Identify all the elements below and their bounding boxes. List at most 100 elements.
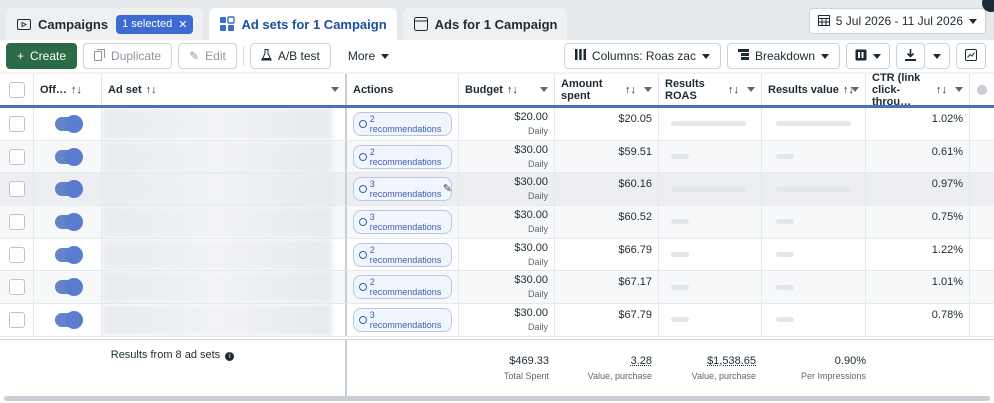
toolbar-divider <box>242 46 244 66</box>
ctr-value: 1.22% <box>931 243 963 256</box>
breakdown-label: Breakdown <box>754 49 815 63</box>
budget-cell[interactable]: $20.00 Daily <box>459 108 555 140</box>
row-checkbox[interactable] <box>8 115 25 132</box>
results-value-cell <box>762 304 866 336</box>
delivery-toggle[interactable] <box>54 245 83 264</box>
redacted-roas <box>671 317 689 323</box>
sort-icon[interactable]: ↑↓ <box>145 83 157 96</box>
recommendation-icon <box>359 152 367 161</box>
budget-value: $30.00 <box>514 306 548 319</box>
chevron-down-icon[interactable] <box>851 87 859 92</box>
edit-button[interactable]: ✎ Edit <box>178 43 237 69</box>
recommendations-badge[interactable]: 3 recommendations <box>353 308 452 333</box>
table-row[interactable]: 3 recommendations ✎ $30.00 Daily $60.16 … <box>0 173 994 207</box>
sort-icon[interactable]: ↑↓ <box>625 83 636 96</box>
breakdown-button[interactable]: Breakdown <box>726 43 840 69</box>
selected-chip[interactable]: 1 selected ✕ <box>116 14 194 34</box>
row-checkbox[interactable] <box>8 181 25 198</box>
select-all-checkbox[interactable] <box>8 81 25 98</box>
sort-icon[interactable]: ↑↓ <box>842 83 854 96</box>
adset-name-cell[interactable] <box>102 271 347 304</box>
column-header-amount-spent[interactable]: Amount spent ↑↓ <box>555 74 659 105</box>
columns-button[interactable]: Columns: Roas zac <box>563 43 721 69</box>
table-row[interactable]: 2 recommendations $30.00 Daily $67.17 1.… <box>0 271 994 305</box>
sort-icon[interactable]: ↑↓ <box>728 83 739 96</box>
column-header-results-roas[interactable]: Results ROAS ↑↓ <box>659 74 762 105</box>
table-row[interactable]: 2 recommendations $30.00 Daily $66.79 1.… <box>0 238 994 272</box>
delivery-toggle[interactable] <box>54 147 83 166</box>
chevron-down-icon[interactable] <box>540 87 548 92</box>
tab-adsets[interactable]: Ad sets for 1 Campaign <box>209 8 397 40</box>
budget-value-group: $30.00 Daily <box>465 241 548 269</box>
horizontal-scrollbar[interactable] <box>4 396 990 401</box>
budget-cell[interactable]: $30.00 Daily <box>459 140 555 173</box>
duplicate-button[interactable]: Duplicate <box>83 43 173 69</box>
delivery-toggle[interactable] <box>54 114 83 133</box>
column-header-budget[interactable]: Budget ↑↓ <box>459 74 555 105</box>
clear-selection-icon[interactable]: ✕ <box>178 18 188 31</box>
budget-cell[interactable]: $30.00 Daily <box>459 304 555 336</box>
charts-button[interactable] <box>956 43 986 69</box>
tab-campaigns[interactable]: Campaigns 1 selected ✕ <box>6 8 204 40</box>
column-header-results-value[interactable]: Results value ↑↓ <box>762 74 866 105</box>
tab-ads[interactable]: Ads for 1 Campaign <box>402 8 568 40</box>
adset-name-cell[interactable] <box>102 108 347 140</box>
delivery-toggle[interactable] <box>54 212 83 231</box>
create-button[interactable]: + Create <box>6 43 78 69</box>
date-range-picker[interactable]: 5 Jul 2026 - 11 Jul 2026 <box>808 8 986 34</box>
column-label-results-value: Results value <box>768 83 839 96</box>
recommendations-badge[interactable]: 2 recommendations <box>353 242 452 267</box>
reports-button[interactable] <box>846 43 890 69</box>
redacted-adset-name <box>102 238 332 271</box>
ctr-cell: 0.97% <box>866 173 970 206</box>
recommendations-badge[interactable]: 2 recommendations <box>353 144 452 169</box>
budget-cell[interactable]: $30.00 Daily <box>459 173 555 206</box>
column-header-actions[interactable]: Actions <box>347 74 459 105</box>
add-column-icon[interactable] <box>977 84 987 95</box>
more-button[interactable]: More <box>336 43 401 69</box>
pencil-icon[interactable]: ✎ <box>442 183 452 196</box>
row-checkbox[interactable] <box>8 213 25 230</box>
recommendations-badge[interactable]: 3 recommendations <box>353 210 452 235</box>
adset-name-cell[interactable] <box>102 173 347 206</box>
column-header-adset[interactable]: Ad set ↑↓ <box>102 74 347 105</box>
adset-name-cell[interactable] <box>102 238 347 271</box>
row-checkbox[interactable] <box>8 279 25 296</box>
report-icon <box>855 49 867 64</box>
budget-cell[interactable]: $30.00 Daily <box>459 238 555 271</box>
chevron-down-icon[interactable] <box>644 87 652 92</box>
help-badge-icon[interactable] <box>982 0 994 12</box>
adset-name-cell[interactable] <box>102 304 347 336</box>
chevron-down-icon[interactable] <box>331 87 339 92</box>
redacted-roas <box>671 121 746 127</box>
table-row[interactable]: 3 recommendations $30.00 Daily $60.52 0.… <box>0 206 994 239</box>
sort-icon[interactable]: ↑↓ <box>506 83 518 96</box>
export-dropdown-button[interactable] <box>925 43 950 69</box>
column-header-ctr[interactable]: CTR (link click-throu… ↑↓ <box>866 72 970 108</box>
sort-icon[interactable]: ↑↓ <box>70 83 82 96</box>
export-button[interactable] <box>896 43 925 69</box>
chevron-down-icon[interactable] <box>955 87 963 92</box>
row-checkbox[interactable] <box>8 311 25 328</box>
column-label-amount-spent: Amount spent <box>561 77 603 102</box>
budget-cell[interactable]: $30.00 Daily <box>459 206 555 238</box>
chevron-down-icon[interactable] <box>747 87 755 92</box>
delivery-toggle[interactable] <box>54 310 83 329</box>
table-row[interactable]: 2 recommendations $30.00 Daily $59.51 0.… <box>0 140 994 174</box>
row-checkbox[interactable] <box>8 148 25 165</box>
table-row[interactable]: 2 recommendations $20.00 Daily $20.05 1.… <box>0 108 994 141</box>
table-row[interactable]: 3 recommendations $30.00 Daily $67.79 0.… <box>0 304 994 337</box>
sort-icon[interactable]: ↑↓ <box>936 83 947 96</box>
adset-name-cell[interactable] <box>102 206 347 238</box>
recommendations-badge[interactable]: 2 recommendations <box>353 112 452 136</box>
budget-cell[interactable]: $30.00 Daily <box>459 271 555 304</box>
row-checkbox[interactable] <box>8 246 25 263</box>
delivery-toggle[interactable] <box>54 180 83 199</box>
ab-test-button[interactable]: A/B test <box>249 43 331 69</box>
delivery-toggle[interactable] <box>54 278 83 297</box>
recommendations-badge[interactable]: 2 recommendations <box>353 275 452 300</box>
recommendations-badge[interactable]: 3 recommendations <box>353 177 452 202</box>
column-header-off[interactable]: Off… ↑↓ <box>34 74 102 105</box>
info-icon[interactable]: i <box>225 352 235 361</box>
adset-name-cell[interactable] <box>102 140 347 173</box>
